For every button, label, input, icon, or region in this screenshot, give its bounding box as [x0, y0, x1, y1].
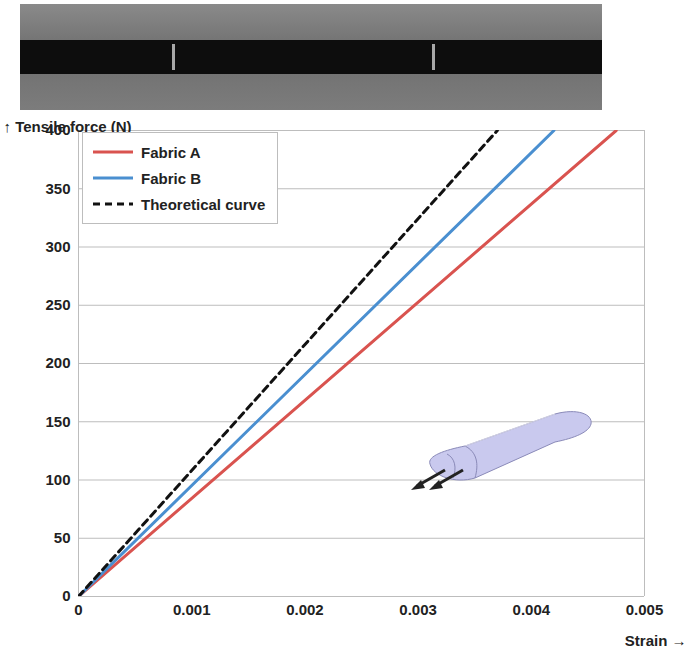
svg-text:300: 300: [45, 238, 70, 255]
svg-text:0.003: 0.003: [399, 601, 437, 618]
svg-text:0.005: 0.005: [626, 601, 664, 618]
svg-text:250: 250: [45, 296, 70, 313]
html-text:Fabric A: Fabric A: [141, 143, 201, 161]
html-text:Fabric B: Fabric B: [141, 169, 201, 187]
html-text:Theoretical curve: Theoretical curve: [141, 195, 266, 213]
svg-text:0.001: 0.001: [173, 601, 211, 618]
svg-text:200: 200: [45, 354, 70, 371]
svg-text:0: 0: [74, 601, 82, 618]
svg-text:↑ Tensile force (N): ↑ Tensile force (N): [3, 118, 132, 136]
svg-text:150: 150: [45, 413, 70, 430]
svg-text:0: 0: [62, 587, 70, 604]
svg-text:50: 50: [54, 529, 71, 546]
svg-text:0.004: 0.004: [513, 601, 551, 618]
svg-text:100: 100: [45, 471, 70, 488]
svg-text:Strain →: Strain →: [625, 632, 687, 649]
svg-text:350: 350: [45, 180, 70, 197]
svg-text:0.002: 0.002: [286, 601, 324, 618]
